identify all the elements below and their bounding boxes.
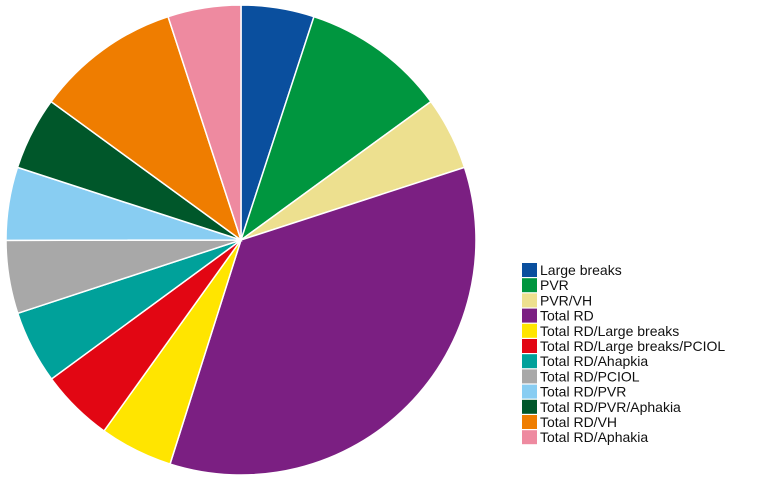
legend-swatch [522,323,537,338]
legend-swatch [522,263,537,277]
pie-slice-total-rd [169,166,477,476]
legend-item: Total RD/Ahapkia [522,353,648,369]
legend-swatch [522,399,537,414]
legend-item: Total RD [522,308,594,324]
legend-label: PVR [540,277,569,293]
legend-item: Total RD/PVR [522,384,626,400]
legend-label: Total RD/Large breaks [540,323,679,339]
legend-item: Total RD/Aphakia [522,429,648,445]
legend-label: Total RD [540,308,594,324]
legend-item: PVR [522,277,569,293]
pie-slice-total-rd-vh [50,15,243,242]
legend-label: Large breaks [540,262,622,278]
legend-item: PVR/VH [522,292,592,308]
pie-slice-total-rd-aphakia [167,4,242,241]
legend-label: PVR/VH [540,292,592,308]
legend-item: Total RD/Large breaks/PCIOL [522,338,725,354]
legend-label: Total RD/VH [540,414,617,430]
legend-swatch [522,293,537,308]
legend-swatch [522,278,537,293]
legend-swatch [522,430,537,445]
legend-label: Total RD/PVR [540,384,626,400]
legend-swatch [522,308,537,323]
pie-slice-pvr [239,15,432,242]
legend-swatch [522,339,537,353]
legend-label: Total RD/Large breaks/PCIOL [540,338,725,354]
legend-item: Total RD/VH [522,414,617,430]
legend-swatch [522,354,537,369]
legend-label: Total RD/PVR/Aphakia [540,399,681,415]
legend-item: Total RD/PVR/Aphakia [522,399,681,415]
legend-item: Large breaks [522,262,622,278]
legend-label: Total RD/PCIOL [540,368,640,384]
legend-swatch [522,384,537,399]
legend-swatch [522,415,537,429]
legend-label: Total RD/Aphakia [540,429,648,445]
legend-item: Total RD/PCIOL [522,368,640,384]
pie-slices [5,4,477,476]
legend-label: Total RD/Ahapkia [540,353,648,369]
legend-item: Total RD/Large breaks [522,323,679,339]
legend-swatch [522,369,537,384]
